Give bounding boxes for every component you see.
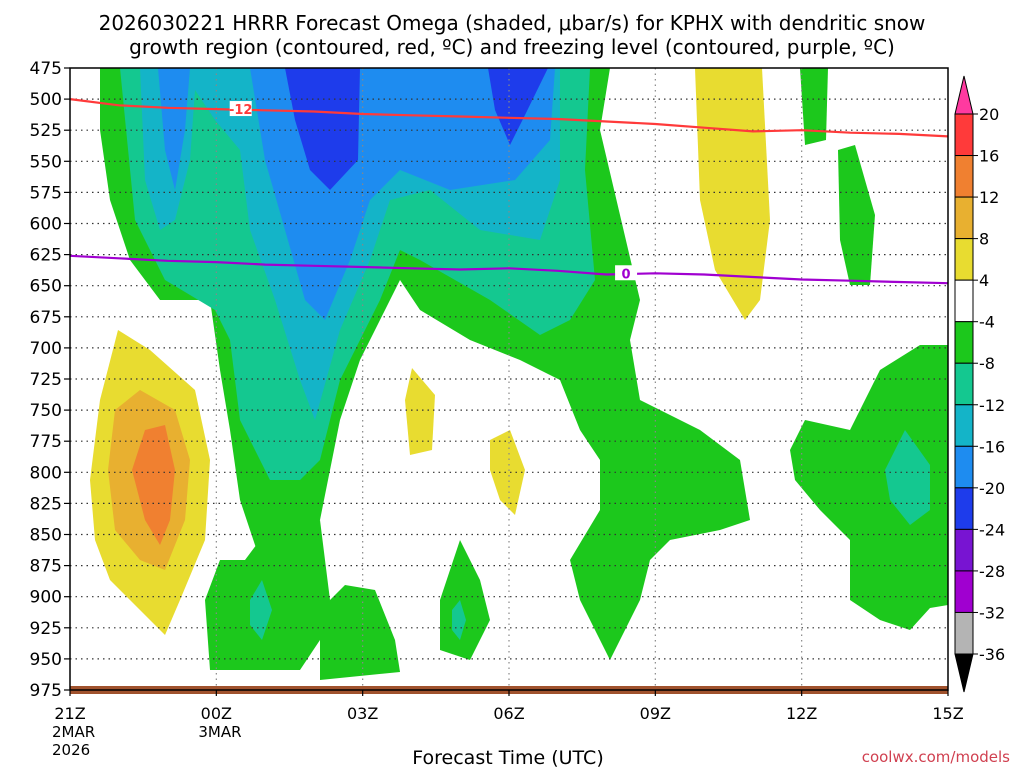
colorbar-swatch — [954, 279, 974, 323]
y-tick-label: 500 — [30, 90, 62, 110]
colorbar-swatch — [954, 445, 974, 489]
dendritic-growth-isotherm — [69, 98, 949, 138]
colorbar-tick-label: -36 — [979, 645, 1005, 664]
colorbar-swatch — [954, 155, 974, 198]
x-tick-year: 2026 — [52, 741, 90, 759]
colorbar-swatch — [954, 238, 974, 281]
y-tick-label: 925 — [30, 619, 62, 639]
plot-area: -12 0 — [69, 67, 949, 694]
y-tick-label: 950 — [30, 650, 62, 670]
omega-shade-green-ne — [838, 145, 875, 285]
dendritic-growth-isotherm-label: -12 — [229, 103, 253, 118]
y-tick-label: 875 — [30, 557, 62, 577]
y-tick-label: 825 — [30, 494, 62, 514]
chart-title-line1: 2026030221 HRRR Forecast Omega (shaded, … — [99, 11, 926, 35]
y-tick-label: 650 — [30, 277, 62, 297]
x-tick-label: 15Z — [932, 704, 963, 723]
colorbar-tick-label: 4 — [979, 271, 989, 290]
y-tick-label: 475 — [30, 59, 62, 79]
y-tick-label: 750 — [30, 401, 62, 421]
freezing-level-isotherm-label: 0 — [622, 267, 631, 282]
x-axis-label: Forecast Time (UTC) — [412, 747, 603, 768]
colorbar-tick-label: -32 — [979, 603, 1005, 622]
omega-shade-teal-right — [885, 430, 930, 525]
y-tick-label: 550 — [30, 152, 62, 172]
y-axis: 475 500 525 550 575 600 625 650 675 700 725 750 775 8… — [30, 59, 70, 701]
omega-shade-green-low — [320, 585, 400, 680]
freezing-level-isotherm-label-bg — [615, 265, 638, 281]
watermark: coolwx.com/models — [862, 748, 1010, 766]
y-tick-label: 800 — [30, 463, 62, 483]
colorbar-tick-label: -16 — [979, 437, 1005, 456]
omega-shading — [90, 68, 948, 680]
omega-shade-green-right — [790, 345, 948, 630]
y-tick-label: 850 — [30, 526, 62, 546]
y-tick-label: 700 — [30, 339, 62, 359]
colorbar-tick-label: -28 — [979, 562, 1005, 581]
colorbar-swatch — [954, 321, 974, 364]
x-tick-label: 06Z — [493, 704, 524, 723]
colorbar-bottom-arrow — [954, 653, 974, 693]
isotherm-contours: -12 0 — [69, 98, 949, 285]
vertical-gridlines — [215, 68, 803, 690]
x-tick-label: 03Z — [347, 704, 378, 723]
colorbar-swatch — [954, 528, 974, 572]
y-tick-label: 575 — [30, 183, 62, 203]
y-tick-label: 975 — [30, 681, 62, 701]
colorbar-swatch — [954, 113, 974, 157]
y-tick-label: 600 — [30, 215, 62, 235]
x-tick-date: 3MAR — [198, 723, 241, 741]
colorbar-swatch — [954, 611, 974, 655]
y-tick-label: 900 — [30, 588, 62, 608]
colorbar-swatch — [954, 487, 974, 530]
y-tick-label: 775 — [30, 432, 62, 452]
omega-shade-darkblue-right — [488, 68, 548, 145]
y-tick-label: 625 — [30, 246, 62, 266]
x-tick-label: 09Z — [640, 704, 671, 723]
omega-shade-orange — [132, 425, 175, 545]
omega-shade-yellow-small1 — [405, 368, 435, 455]
omega-shade-green-bottom — [205, 520, 330, 670]
x-tick-label: 12Z — [786, 704, 817, 723]
colorbar-swatch — [954, 570, 974, 613]
omega-shade-lightblue-left — [158, 68, 190, 190]
colorbar-swatch — [954, 196, 974, 240]
omega-shade-yellow-small2 — [490, 430, 525, 515]
x-tick-label: 21Z — [54, 704, 85, 723]
colorbar-tick-label: 12 — [979, 188, 999, 207]
colorbar-tick-label: 20 — [979, 105, 999, 124]
x-tick-date: 2MAR — [52, 723, 95, 741]
omega-shade-teal-small1 — [250, 580, 272, 640]
omega-shade-teal-small2 — [452, 600, 466, 640]
colorbar-tick-label: 8 — [979, 230, 989, 249]
colorbar-tick-label: -8 — [979, 354, 995, 373]
colorbar-swatch — [954, 362, 974, 406]
x-tick-label: 00Z — [201, 704, 232, 723]
y-tick-label: 725 — [30, 370, 62, 390]
freezing-level-isotherm — [69, 254, 949, 285]
omega-shade-green-upper-right — [800, 68, 828, 145]
colorbar-tick-label: -12 — [979, 396, 1005, 415]
colorbar-swatch — [954, 404, 974, 447]
colorbar-tick-label: 16 — [979, 147, 999, 166]
y-tick-label: 675 — [30, 308, 62, 328]
omega-shade-darkblue — [285, 68, 360, 190]
chart-title-line2: growth region (contoured, red, ºC) and f… — [129, 35, 895, 59]
dendritic-growth-isotherm-label-bg — [229, 101, 252, 117]
colorbar-tick-label: -20 — [979, 479, 1005, 498]
horizontal-gridlines — [70, 98, 948, 660]
colorbar-tick-label: -24 — [979, 520, 1005, 539]
colorbar: 20 16 12 8 4 -4 -8 -12 -16 -20 -24 -28 -32 -36 — [954, 75, 1005, 693]
colorbar-tick-label: -4 — [979, 313, 995, 332]
y-tick-label: 525 — [30, 121, 62, 141]
colorbar-top-arrow — [954, 75, 974, 115]
